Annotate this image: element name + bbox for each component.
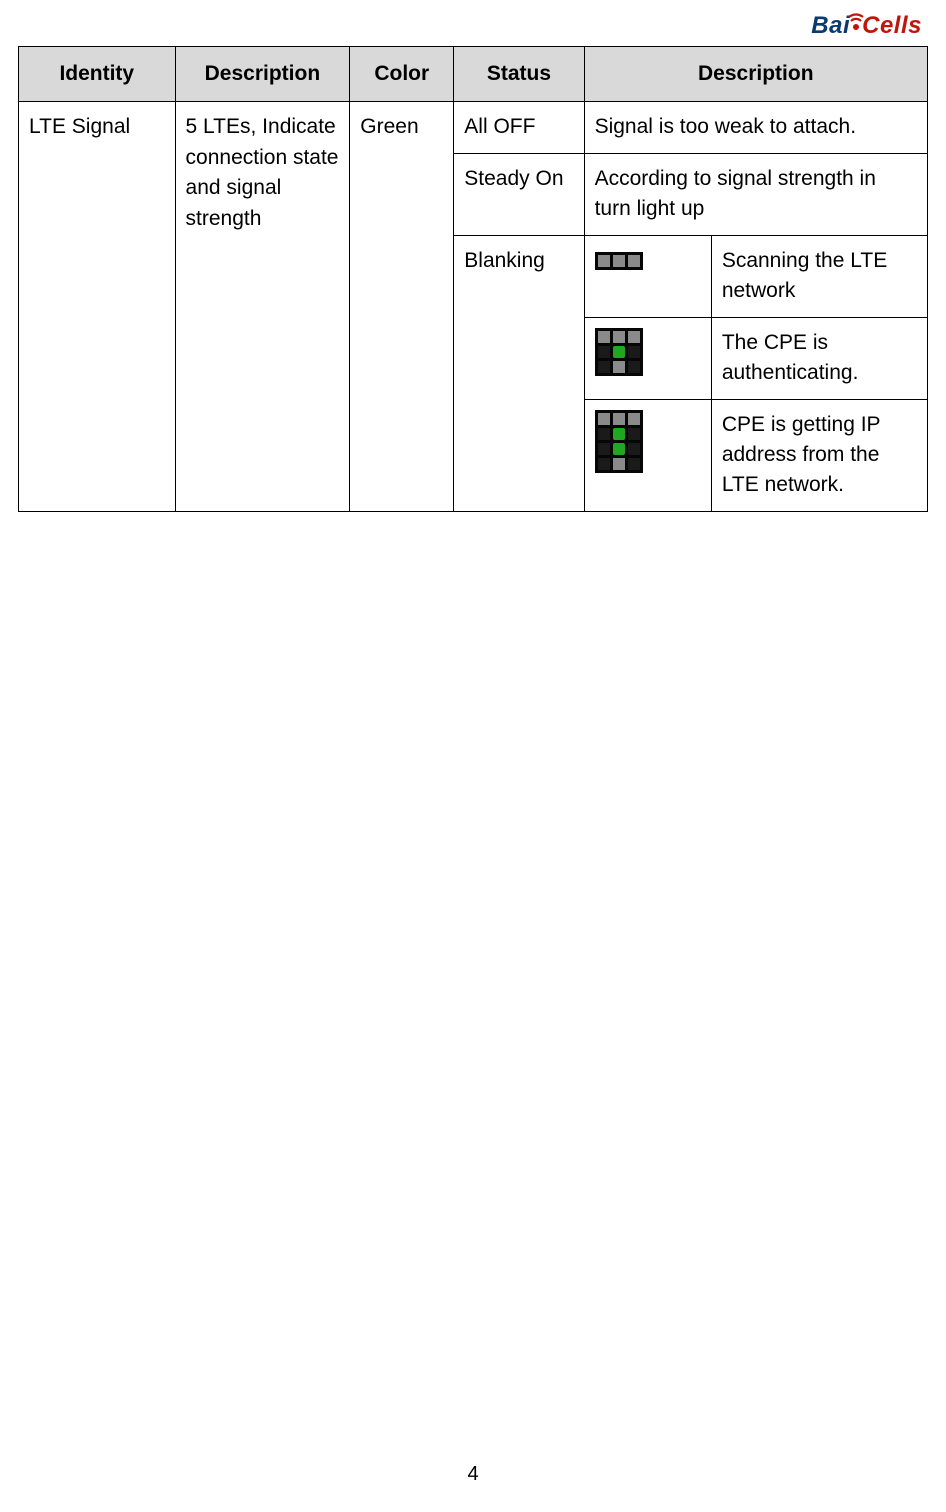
led-icon — [595, 410, 643, 473]
th-identity: Identity — [19, 47, 176, 102]
cell-desc-steadyon: According to signal strength in turn lig… — [584, 153, 927, 235]
cell-desc-scan: Scanning the LTE network — [711, 235, 927, 317]
signal-icon — [848, 10, 864, 38]
cell-description1: 5 LTEs, Indicate connection state and si… — [175, 102, 350, 511]
page: Bai Cells Identity Description Color Stat… — [0, 0, 946, 1512]
signal-table: Identity Description Color Status Descri… — [18, 46, 928, 512]
cell-color: Green — [350, 102, 454, 511]
cell-desc-auth: The CPE is authenticating. — [711, 317, 927, 399]
table-header-row: Identity Description Color Status Descri… — [19, 47, 928, 102]
cell-status-steadyon: Steady On — [454, 153, 584, 235]
led-icon — [595, 328, 643, 376]
th-color: Color — [350, 47, 454, 102]
cell-status-blanking: Blanking — [454, 235, 584, 511]
cell-status-alloff: All OFF — [454, 102, 584, 153]
page-number: 4 — [0, 1463, 946, 1486]
logo-text-cells: Cells — [862, 12, 922, 39]
logo-wrap: Bai Cells — [18, 0, 928, 46]
logo-text-bai: Bai — [811, 12, 850, 39]
brand-logo: Bai Cells — [811, 12, 922, 40]
cell-led-scan — [584, 235, 711, 317]
table-row: LTE Signal 5 LTEs, Indicate connection s… — [19, 102, 928, 153]
led-icon — [595, 252, 643, 270]
cell-identity: LTE Signal — [19, 102, 176, 511]
th-status: Status — [454, 47, 584, 102]
th-description2: Description — [584, 47, 927, 102]
cell-led-auth — [584, 317, 711, 399]
cell-desc-ip: CPE is getting IP address from the LTE n… — [711, 399, 927, 511]
th-description1: Description — [175, 47, 350, 102]
cell-desc-alloff: Signal is too weak to attach. — [584, 102, 927, 153]
cell-led-ip — [584, 399, 711, 511]
